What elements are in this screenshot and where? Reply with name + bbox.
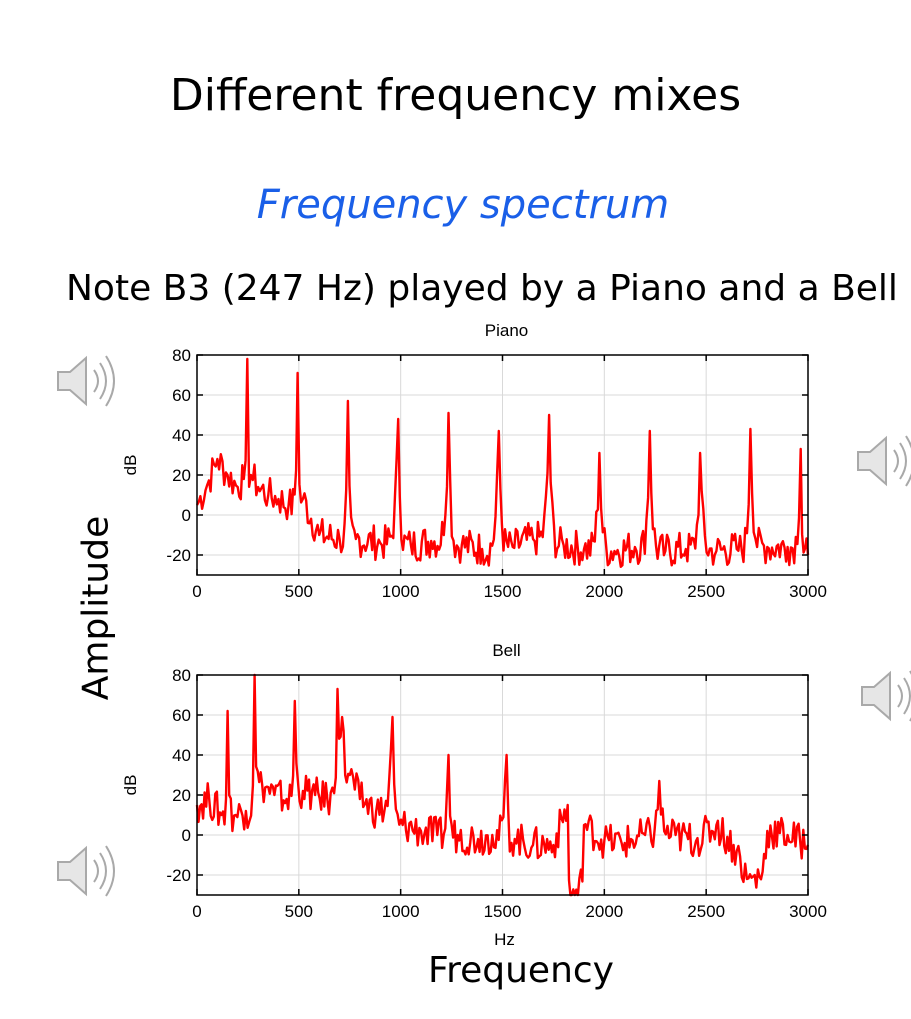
chart-title: Bell [492, 641, 520, 660]
y-tick-label: 60 [172, 386, 191, 405]
x-tick-label: 0 [192, 582, 201, 601]
x-tick-label: 2000 [585, 902, 623, 921]
speaker-icon[interactable] [52, 348, 124, 414]
speaker-icon[interactable] [852, 428, 911, 494]
series-line-piano [195, 357, 810, 568]
x-tick-label: 3000 [789, 902, 827, 921]
y-tick-label: 60 [172, 706, 191, 725]
y-tick-label: 0 [182, 506, 191, 525]
x-tick-label: 2000 [585, 582, 623, 601]
x-tick-label: 2500 [687, 582, 725, 601]
y-tick-label: 40 [172, 746, 191, 765]
series-line-bell [195, 673, 810, 897]
x-tick-label: 500 [285, 902, 313, 921]
x-tick-label: 2500 [687, 902, 725, 921]
y-tick-label: 80 [172, 666, 191, 685]
slide-title: Different frequency mixes [169, 70, 742, 121]
x-tick-label: 1000 [382, 902, 420, 921]
x-tick-label: 1500 [484, 902, 522, 921]
y-tick-label: 0 [182, 826, 191, 845]
x-tick-label: 0 [192, 902, 201, 921]
y-axis-label: dB [121, 455, 140, 476]
y-axis-label: dB [121, 775, 140, 796]
frequency-axis-label: Frequency [428, 950, 614, 991]
y-tick-label: 80 [172, 346, 191, 365]
y-tick-label: 40 [172, 426, 191, 445]
speaker-icon[interactable] [52, 838, 124, 904]
x-tick-label: 500 [285, 582, 313, 601]
chart-title: Piano [485, 321, 528, 340]
x-tick-label: 1000 [382, 582, 420, 601]
slide-caption: Note B3 (247 Hz) played by a Piano and a… [66, 268, 898, 309]
y-tick-label: -20 [166, 866, 191, 885]
x-axis-label: Hz [494, 930, 515, 949]
y-tick-label: -20 [166, 546, 191, 565]
x-tick-label: 1500 [484, 582, 522, 601]
x-tick-label: 3000 [789, 582, 827, 601]
slide-subtitle: Frequency spectrum [256, 182, 670, 228]
y-tick-label: 20 [172, 466, 191, 485]
y-tick-label: 20 [172, 786, 191, 805]
speaker-icon[interactable] [856, 663, 911, 729]
